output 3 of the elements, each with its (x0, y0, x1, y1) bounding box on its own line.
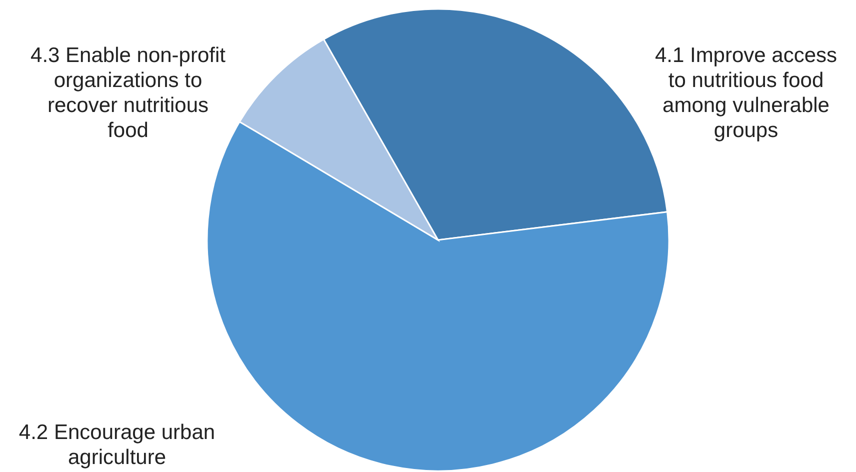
slice-label: 4.3 Enable non-profit organizations to recover nutritious food (30, 44, 226, 142)
slice-label: 4.1 Improve access to nutritious food among vulnerable groups (654, 44, 838, 142)
slice-label: 4.2 Encourage urban agriculture (18, 421, 216, 469)
